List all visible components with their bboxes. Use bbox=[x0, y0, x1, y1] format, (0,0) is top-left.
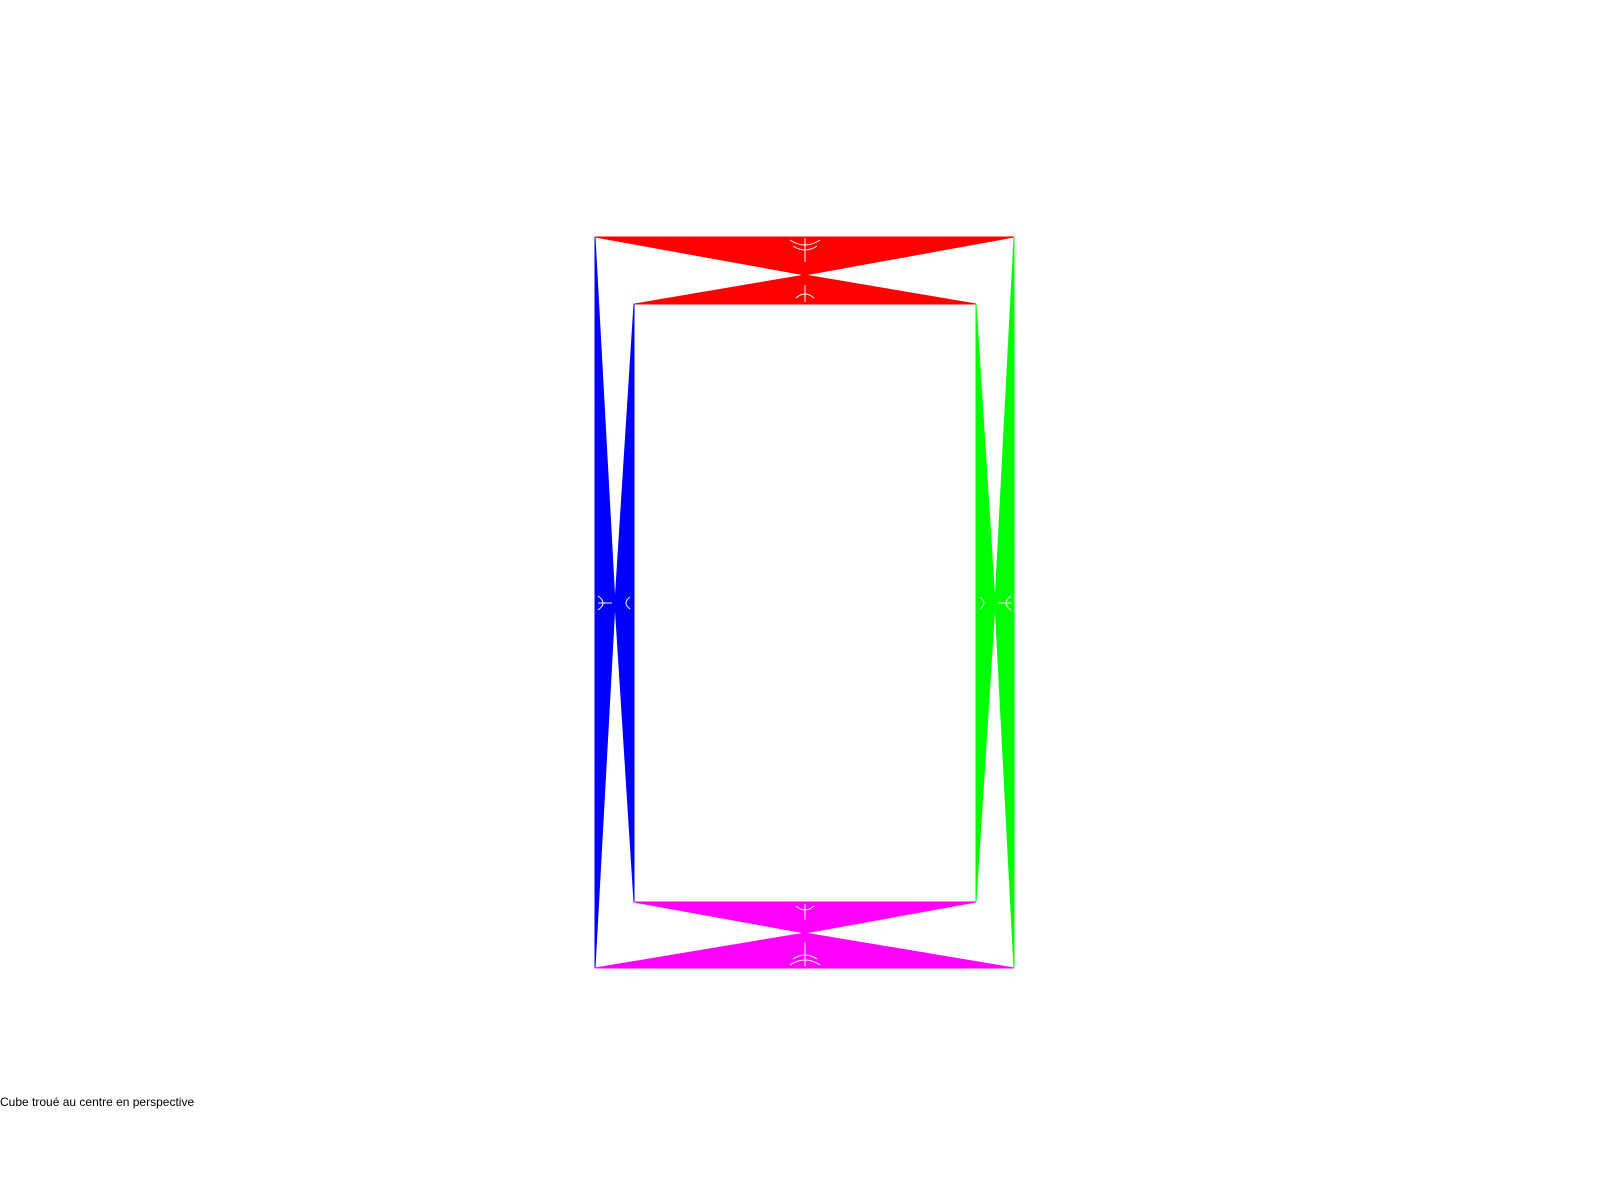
left-face bbox=[594, 236, 635, 969]
left-face-inner-triangle bbox=[614, 303, 635, 903]
bottom-face-center-marks bbox=[789, 904, 821, 966]
right-face-inner-triangle bbox=[975, 303, 996, 903]
figure-caption: Cube troué au centre en perspective bbox=[0, 1095, 195, 1109]
right-face-center-marks bbox=[979, 595, 1012, 611]
left-face-center-marks bbox=[597, 595, 631, 611]
bottom-face bbox=[594, 901, 1015, 969]
top-face bbox=[594, 236, 1015, 305]
right-face bbox=[975, 236, 1015, 969]
top-face-center-marks bbox=[789, 238, 821, 302]
